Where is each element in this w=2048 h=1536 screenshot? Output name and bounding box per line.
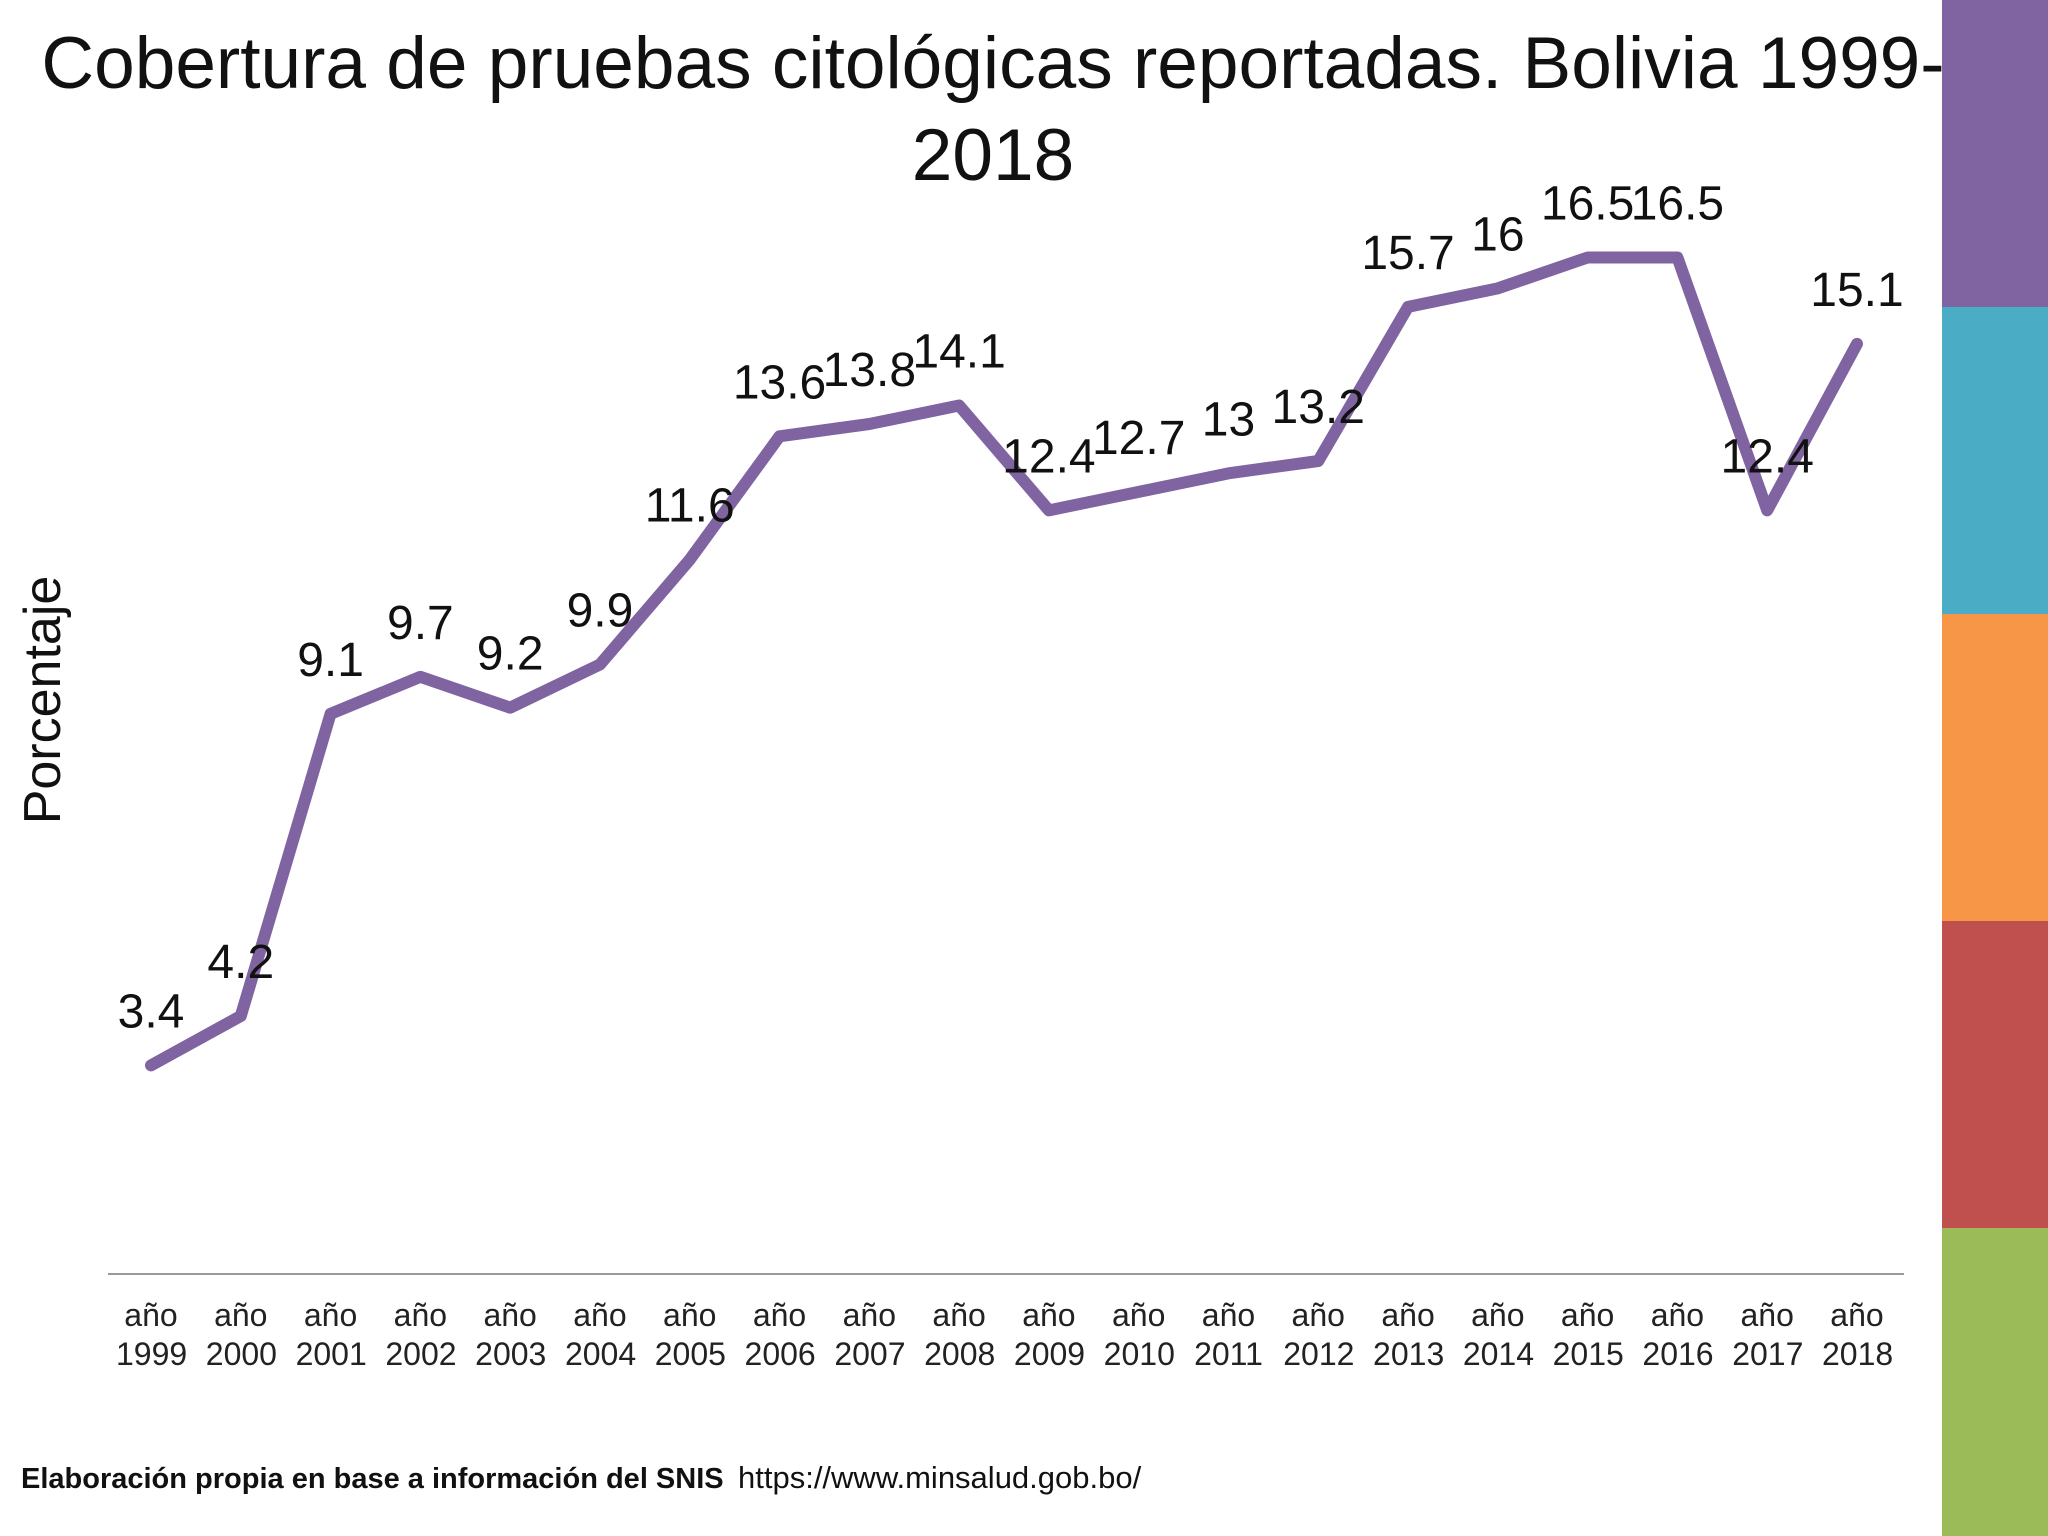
x-tick-label: año 2010 bbox=[1103, 1297, 1175, 1372]
side-bar bbox=[1942, 0, 2048, 307]
data-label: 9.7 bbox=[387, 597, 454, 650]
data-label: 13.8 bbox=[823, 344, 916, 397]
x-tick-label: año 2007 bbox=[834, 1297, 906, 1372]
x-tick-label: año 2003 bbox=[475, 1297, 547, 1372]
data-label: 15.1 bbox=[1810, 264, 1903, 317]
x-tick-label: año 1999 bbox=[116, 1297, 188, 1372]
x-tick-label: año 2013 bbox=[1373, 1297, 1445, 1372]
data-label: 14.1 bbox=[912, 326, 1005, 379]
x-tick-label: año 2005 bbox=[654, 1297, 726, 1372]
side-bar bbox=[1942, 614, 2048, 921]
data-label: 16.5 bbox=[1541, 178, 1634, 231]
data-label: 12.7 bbox=[1092, 412, 1185, 465]
data-line bbox=[145, 251, 1863, 1072]
data-label: 15.7 bbox=[1361, 227, 1454, 280]
data-label: 9.2 bbox=[477, 628, 544, 681]
data-label: 4.2 bbox=[207, 936, 274, 989]
side-bar bbox=[1942, 1228, 2048, 1536]
data-label: 13.6 bbox=[733, 356, 826, 409]
chart-title: Cobertura de pruebas citológicas reporta… bbox=[41, 23, 1945, 196]
source-url: https://www.minsalud.gob.bo/ bbox=[738, 1460, 1142, 1495]
x-tick-label: año 2000 bbox=[205, 1297, 277, 1372]
x-tick-label: año 2008 bbox=[924, 1297, 996, 1372]
side-bar bbox=[1942, 921, 2048, 1228]
x-tick-label: año 2011 bbox=[1194, 1297, 1263, 1372]
x-tick-label: año 2015 bbox=[1552, 1297, 1624, 1372]
source-note: Elaboración propia en base a información… bbox=[21, 1463, 724, 1495]
x-tick-label: año 2012 bbox=[1283, 1297, 1355, 1372]
y-axis-label: Porcentaje bbox=[14, 576, 72, 825]
data-label: 3.4 bbox=[118, 985, 185, 1038]
data-label: 12.4 bbox=[1720, 430, 1813, 483]
data-label: 13 bbox=[1202, 393, 1255, 446]
x-tick-label: año 2016 bbox=[1642, 1297, 1714, 1372]
x-tick-label: año 2001 bbox=[295, 1297, 367, 1372]
data-label: 11.6 bbox=[645, 480, 735, 533]
side-bar bbox=[1942, 307, 2048, 614]
x-tick-label: año 2018 bbox=[1822, 1297, 1894, 1372]
x-tick-label: año 2017 bbox=[1732, 1297, 1804, 1372]
data-label: 13.2 bbox=[1272, 381, 1365, 434]
x-tick-label: año 2004 bbox=[564, 1297, 637, 1372]
x-tick-label: año 2009 bbox=[1013, 1297, 1086, 1372]
data-label: 9.1 bbox=[297, 634, 364, 687]
data-label: 12.4 bbox=[1002, 430, 1095, 483]
data-label: 16.5 bbox=[1631, 178, 1724, 231]
data-label: 9.9 bbox=[567, 585, 634, 638]
x-tick-label: año 2006 bbox=[744, 1297, 816, 1372]
data-label: 16 bbox=[1471, 208, 1524, 261]
x-tick-label: año 2014 bbox=[1462, 1297, 1535, 1372]
x-tick-label: año 2002 bbox=[385, 1297, 457, 1372]
